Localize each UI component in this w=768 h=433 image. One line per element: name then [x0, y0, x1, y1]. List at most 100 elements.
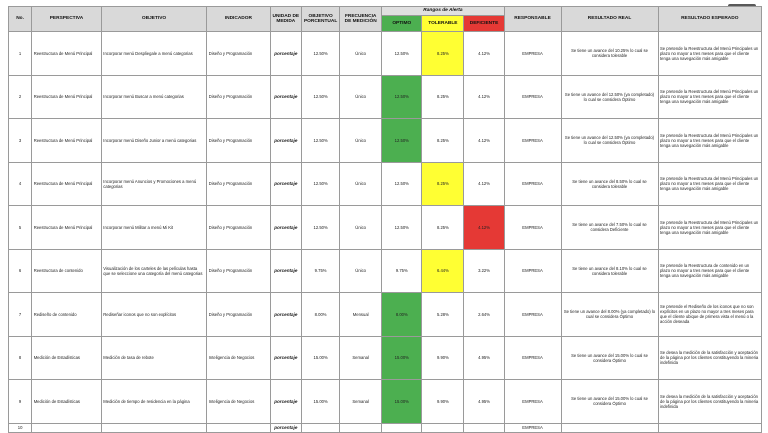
cell-deficiente: 4.95% — [463, 379, 505, 424]
cell-indicador: Diseño y Programación — [206, 161, 271, 206]
cell-frecuencia: Único — [339, 31, 383, 76]
empty-cell — [463, 422, 505, 433]
cell-indicador: Diseño y Programación — [206, 292, 271, 337]
cell-no: 10 — [7, 422, 33, 433]
cell-perspectiva: Reestructura de Menú Principal — [31, 118, 102, 163]
cell-frecuencia: Único — [339, 205, 383, 250]
cell-objetivo-pct: 12.50% — [301, 74, 341, 119]
cell-frecuencia: Mensual — [339, 292, 383, 337]
cell-deficiente: 4.12% — [463, 205, 505, 250]
cell-objetivo: Incorporar menú Militar a menú Mi Kit — [100, 205, 208, 250]
cell-resultado-real: Se tiene un avance del 8.50% lo cual se … — [560, 161, 659, 206]
cell-tolerable: 8.25% — [421, 74, 465, 119]
cell-resultado-esperado: Se desea la medición de la satisfacción … — [657, 335, 763, 380]
cell-resultado-real: Se tiene un avance del 15.00% lo cual se… — [560, 379, 659, 424]
cell-tolerable: 5.28% — [421, 292, 465, 337]
table-row: 5 Reestructura de Menú Principal Incorpo… — [7, 205, 763, 250]
empty-cell — [560, 422, 659, 433]
cell-objetivo-pct: 9.75% — [301, 248, 341, 293]
cell-unidad: porcentaje — [269, 31, 303, 76]
header-indicador: INDICADOR — [206, 6, 271, 32]
cell-unidad: porcentaje — [269, 205, 303, 250]
cell-objetivo: Incorporar menú Anuncios y Promociones a… — [100, 161, 208, 206]
header-unidad: UNIDAD DE MEDIDA — [269, 6, 303, 32]
cell-objetivo-pct: 8.00% — [301, 292, 341, 337]
cell-objetivo-pct: 15.00% — [301, 379, 341, 424]
empty-cell — [421, 422, 465, 433]
cell-frecuencia: Único — [339, 161, 383, 206]
cell-deficiente: 3.22% — [463, 248, 505, 293]
header-deficiente: DEFICIENTE — [463, 15, 505, 32]
cell-responsable: EMPRESA — [503, 74, 562, 119]
table-body: 1 Reestructura de Menú Principal Incorpo… — [7, 31, 763, 433]
cell-unidad: porcentaje — [269, 335, 303, 380]
cell-objetivo-pct: 12.50% — [301, 118, 341, 163]
cell-perspectiva: Rediseño de contenido — [31, 292, 102, 337]
header-optimo: OPTIMO — [381, 15, 423, 32]
cell-no: 7 — [7, 292, 33, 337]
cell-perspectiva: Medición de Estadísticas — [31, 335, 102, 380]
cell-objetivo: Medición de tasa de rebote — [100, 335, 208, 380]
cell-optimo: 8.00% — [381, 292, 423, 337]
cell-responsable: EMPRESA — [503, 161, 562, 206]
cell-resultado-esperado: Se pretende la Reestructura del Menú Pri… — [657, 31, 763, 76]
cell-frecuencia: Único — [339, 74, 383, 119]
cell-no: 3 — [7, 118, 33, 163]
table-row: 6 Reestructura de contenido Visualizació… — [7, 248, 763, 293]
cell-responsable: EMPRESA — [503, 422, 562, 433]
cell-unidad: porcentaje — [269, 379, 303, 424]
cell-indicador: Inteligencia de Negocios — [206, 379, 271, 424]
header-perspectiva: PERSPECTIVA — [31, 6, 102, 32]
empty-cell — [339, 422, 383, 433]
cell-optimo: 12.50% — [381, 118, 423, 163]
cell-indicador: Diseño y Programación — [206, 74, 271, 119]
cell-perspectiva: Medición de Estadísticas — [31, 379, 102, 424]
cell-resultado-real: Se tiene un avance del 7.50% lo cual se … — [560, 205, 659, 250]
table-row: 3 Reestructura de Menú Principal Incorpo… — [7, 118, 763, 163]
cell-tolerable: 8.25% — [421, 118, 465, 163]
cell-unidad: porcentaje — [269, 118, 303, 163]
cell-unidad: porcentaje — [269, 292, 303, 337]
cell-perspectiva: Reestructura de contenido — [31, 248, 102, 293]
cell-resultado-real: Se tiene un avance del 15.00% lo cual se… — [560, 335, 659, 380]
cell-unidad: porcentaje — [269, 74, 303, 119]
cell-resultado-esperado: Se pretende el Rediseño de los iconos qu… — [657, 292, 763, 337]
cell-objetivo: Incorporar menú Diseño Junior a menú cat… — [100, 118, 208, 163]
header-no: No. — [7, 6, 33, 32]
cell-no: 4 — [7, 161, 33, 206]
table-row: 1 Reestructura de Menú Principal Incorpo… — [7, 31, 763, 76]
cell-objetivo: Incorporar menú Buscar a menú categorias — [100, 74, 208, 119]
cell-optimo: 9.75% — [381, 248, 423, 293]
header-responsable: RESPONSABLE — [503, 6, 562, 32]
cell-deficiente: 4.95% — [463, 335, 505, 380]
cell-resultado-real: Se tiene un avance del 12.50% (ya comple… — [560, 74, 659, 119]
cell-tolerable: 9.90% — [421, 335, 465, 380]
header-resultado-esperado: RESULTADO ESPERADO — [657, 6, 763, 32]
cell-no: 8 — [7, 335, 33, 380]
cell-frecuencia: Semanal — [339, 379, 383, 424]
cell-optimo: 15.00% — [381, 335, 423, 380]
cell-objetivo: Visualización de los carteles de las pel… — [100, 248, 208, 293]
cell-resultado-real: Se tiene un avance del 12.50% (ya comple… — [560, 118, 659, 163]
empty-cell — [301, 422, 341, 433]
cell-responsable: EMPRESA — [503, 335, 562, 380]
table-row: 2 Reestructura de Menú Principal Incorpo… — [7, 74, 763, 119]
cell-tolerable: 6.44% — [421, 248, 465, 293]
cell-resultado-esperado: Se pretende la Reestructura del Menú Pri… — [657, 74, 763, 119]
cell-frecuencia: Semanal — [339, 335, 383, 380]
header-resultado-real: RESULTADO REAL — [560, 6, 659, 32]
cell-deficiente: 2.64% — [463, 292, 505, 337]
cell-deficiente: 4.12% — [463, 118, 505, 163]
cell-no: 9 — [7, 379, 33, 424]
cell-tolerable: 8.25% — [421, 31, 465, 76]
cell-resultado-esperado: Se pretende la Reestructura del Menú Pri… — [657, 161, 763, 206]
cell-deficiente: 4.12% — [463, 161, 505, 206]
cell-frecuencia: Único — [339, 248, 383, 293]
cell-unidad: porcentaje — [269, 422, 303, 433]
cell-tolerable: 8.25% — [421, 161, 465, 206]
cell-indicador: Inteligencia de Negocios — [206, 335, 271, 380]
cell-objetivo: Rediseñar iconos que no son explícitos — [100, 292, 208, 337]
cell-unidad: porcentaje — [269, 248, 303, 293]
cell-objetivo-pct: 12.50% — [301, 205, 341, 250]
cell-frecuencia: Único — [339, 118, 383, 163]
